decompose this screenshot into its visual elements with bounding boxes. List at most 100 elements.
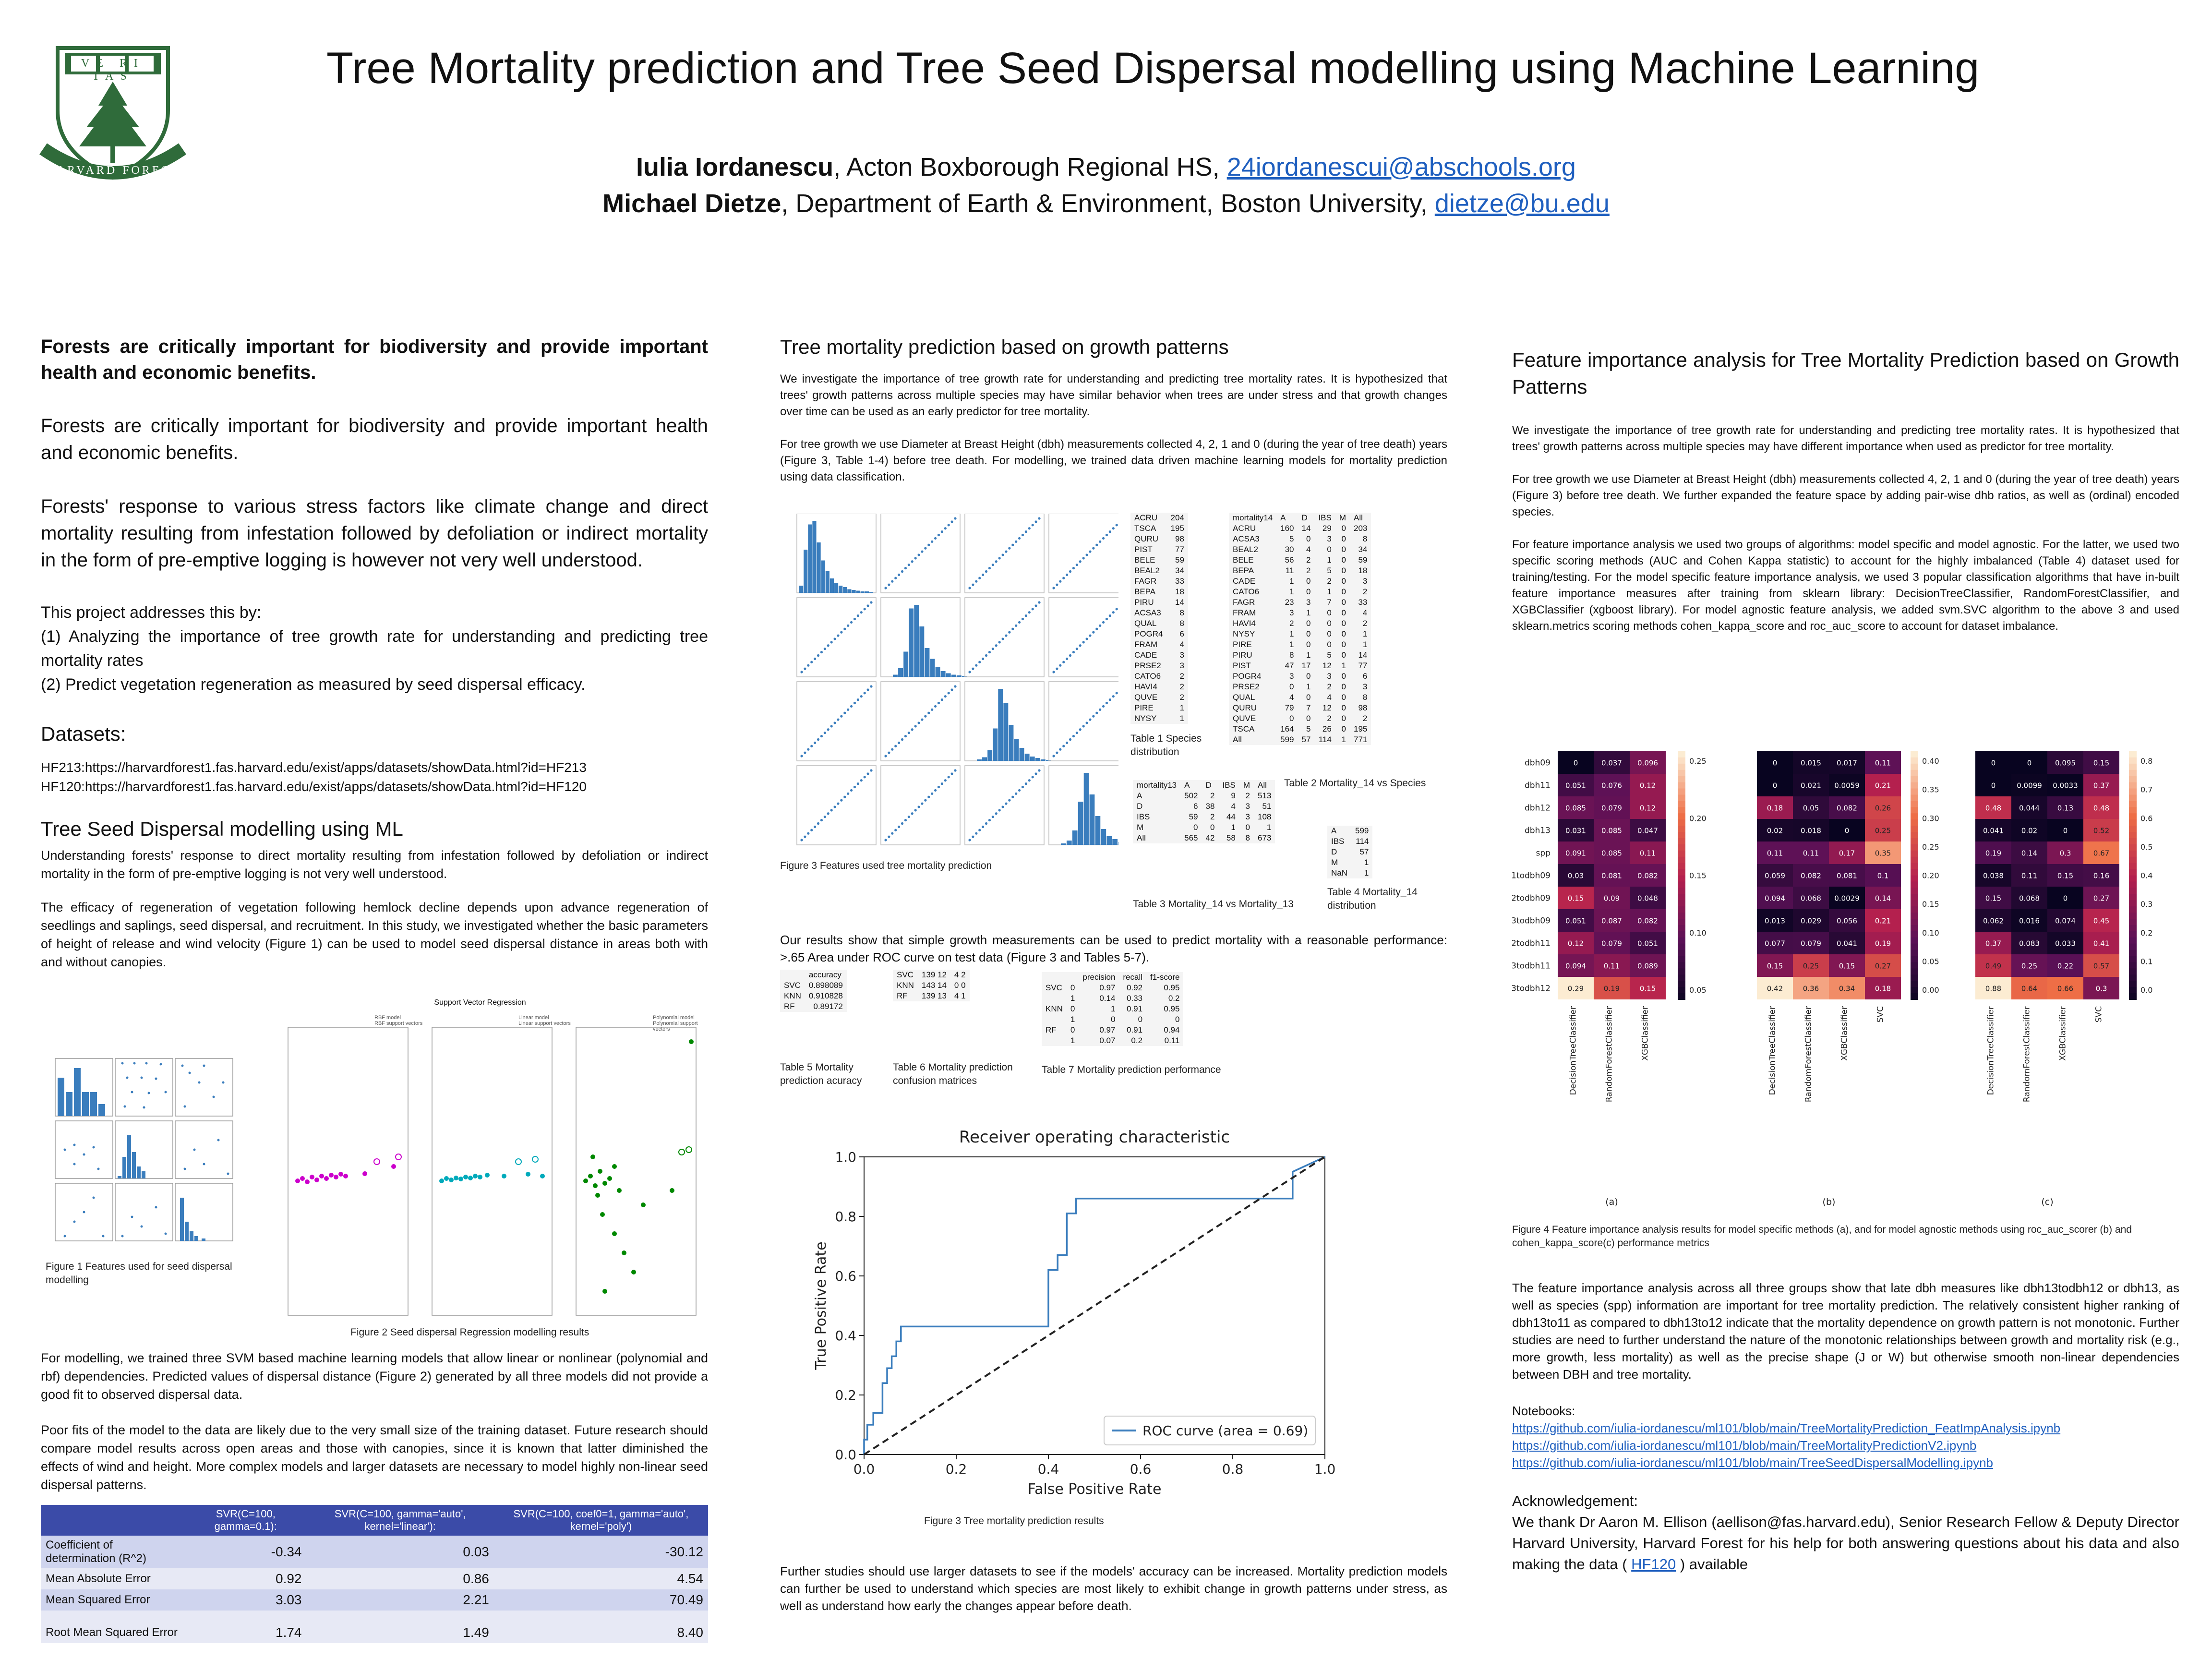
table1-row: BEPA 18 xyxy=(1130,587,1188,597)
table2-cell: 34 xyxy=(1358,545,1368,554)
table7-row: 1 0.14 0.33 0.2 xyxy=(1042,993,1183,1004)
pairplot-point xyxy=(1108,614,1111,617)
heatmap-cell xyxy=(2047,842,2083,864)
heatmap-cell-value: 0.056 xyxy=(1837,917,1857,926)
table2-cell: 4 xyxy=(1362,608,1368,617)
heatmap-colorbar-segment xyxy=(1911,956,1918,963)
table2-row: ACRU 160 14 29 0 203 xyxy=(1229,523,1371,534)
heatmap-colorbar-segment xyxy=(1911,888,1918,895)
pairplot-point xyxy=(914,809,917,812)
heatmap-row-label: dbh13 xyxy=(1525,826,1551,836)
pairplot-point xyxy=(823,816,826,818)
table1-cell: 204 xyxy=(1170,513,1184,522)
heatmap-colorbar-segment xyxy=(1678,894,1685,901)
heatmap-colorbar-segment xyxy=(1678,881,1685,889)
heatmap-colorbar-label: 0.30 xyxy=(1922,814,1939,823)
table2-cell: 8 xyxy=(1289,650,1294,660)
pairplot-point xyxy=(907,816,910,818)
pairplot-point xyxy=(1034,520,1037,523)
heatmap-colorbar-segment xyxy=(1678,826,1685,833)
hf120-link[interactable]: HF120 xyxy=(1631,1556,1676,1573)
table1-row: FRAM 4 xyxy=(1130,639,1188,650)
table2-cell: 0 xyxy=(1289,682,1294,691)
heatmap-colorbar-segment xyxy=(2129,794,2137,802)
table1-cell: 1 xyxy=(1179,714,1184,723)
table7-cell: 0 xyxy=(1070,1004,1075,1013)
heatmap-cell xyxy=(1793,751,1829,774)
svr-cell: 2.21 xyxy=(306,1589,494,1611)
table2-header: A xyxy=(1280,513,1286,522)
table2-cell: 2 xyxy=(1327,682,1332,691)
table1-row: PIST 77 xyxy=(1130,544,1188,555)
heatmap-colorbar-segment xyxy=(2129,819,2137,827)
heatmap-cell-value: 0.49 xyxy=(1985,962,2001,971)
pairplot-point xyxy=(1059,580,1062,583)
heatmap-cell-value: 0.12 xyxy=(1568,939,1584,948)
pairplot-point xyxy=(1115,608,1118,611)
pairplot-point xyxy=(1108,698,1111,701)
table2-cell: 4 xyxy=(1306,545,1311,554)
heatmap-cell-value: 0.085 xyxy=(1601,849,1622,858)
notebook-link-3[interactable]: https://github.com/iulia-iordanescu/ml10… xyxy=(1512,1455,1994,1470)
table2-cell: 0 xyxy=(1341,714,1346,723)
heatmap-cell-value: 0.25 xyxy=(1803,962,1819,971)
pairplot-point xyxy=(988,566,991,570)
table3-cell: 108 xyxy=(1258,812,1272,821)
heatmap-cell-value: 0.66 xyxy=(2057,985,2073,993)
notebook-link-1[interactable]: https://github.com/iulia-iordanescu/ml10… xyxy=(1512,1421,2061,1435)
poor-fit-paragraph: Poor fits of the model to the data are l… xyxy=(41,1423,708,1492)
heatmap-colorbar-segment xyxy=(2129,751,2137,758)
table2-cell: 0 xyxy=(1341,524,1346,533)
pairplot-point xyxy=(884,839,887,842)
heatmap-colorbar-segment xyxy=(2129,900,2137,907)
pairplot-point xyxy=(1082,725,1085,728)
heatmap-colorbar-segment xyxy=(1911,850,1918,857)
roc-x-tick-label: 1.0 xyxy=(1314,1461,1336,1477)
pairplot-hist-bar xyxy=(808,524,812,593)
pairplot-point xyxy=(856,782,859,785)
author2-email-link[interactable]: dietze@bu.edu xyxy=(1434,189,1610,218)
heatmap-colorbar-segment xyxy=(1678,850,1685,857)
table4-cell: M xyxy=(1331,858,1338,867)
heatmap-cell xyxy=(1865,751,1901,774)
table2-cell: 599 xyxy=(1280,735,1294,744)
heatmap-row-label: dbh09 xyxy=(1525,758,1551,768)
heatmap-colorbar-segment xyxy=(1911,856,1918,864)
pairplot-point xyxy=(907,732,910,734)
svr-header-0 xyxy=(41,1505,185,1536)
heatmap-colorbar-segment xyxy=(1911,751,1918,758)
heatmap-cell xyxy=(1558,751,1594,774)
heatmap-cell xyxy=(2083,887,2119,909)
table7-cell: 0.92 xyxy=(1126,983,1143,992)
heatmap-cell xyxy=(1829,751,1865,774)
ack-text-post: ) available xyxy=(1680,1556,1748,1573)
pairplot-point xyxy=(840,631,843,634)
pairplot-point xyxy=(820,650,823,654)
heatmap-colorbar-label: 0.10 xyxy=(1689,928,1707,938)
pairplot-point xyxy=(975,832,978,835)
notebook-link-2[interactable]: https://github.com/iulia-iordanescu/ml10… xyxy=(1512,1438,1977,1453)
pairplot-point xyxy=(1015,540,1018,543)
pairplot-point xyxy=(1102,537,1105,540)
table2-cell: CADE xyxy=(1233,577,1256,586)
heatmap-colorbar-segment xyxy=(1678,751,1685,758)
author1-email-link[interactable]: 24iordanescui@abschools.org xyxy=(1226,153,1576,181)
heatmap-cell-value: 0.21 xyxy=(1875,917,1891,926)
pairplot-point xyxy=(998,641,1001,644)
table2-cell: 0 xyxy=(1306,587,1311,596)
pairplot-point xyxy=(1056,667,1058,670)
pairplot-hist-bar xyxy=(1030,757,1035,761)
pairplot-point xyxy=(810,661,813,663)
table2-cell: 4 xyxy=(1327,693,1332,702)
table2-cell: 0 xyxy=(1341,650,1346,660)
heatmap-colorbar-segment xyxy=(1911,869,1918,876)
table2-cell: 3 xyxy=(1327,672,1332,681)
roc-curve xyxy=(863,1156,1325,1455)
svr-row-label: Root Mean Squared Error xyxy=(41,1611,185,1643)
table1-row: HAVI4 2 xyxy=(1130,682,1188,692)
heatmap-colorbar-segment xyxy=(1911,769,1918,777)
table7-cell: 0.97 xyxy=(1099,983,1116,992)
pairplot-hist-bar xyxy=(940,671,946,677)
pairplot-point xyxy=(807,748,810,751)
heatmap-cell xyxy=(1558,864,1594,887)
